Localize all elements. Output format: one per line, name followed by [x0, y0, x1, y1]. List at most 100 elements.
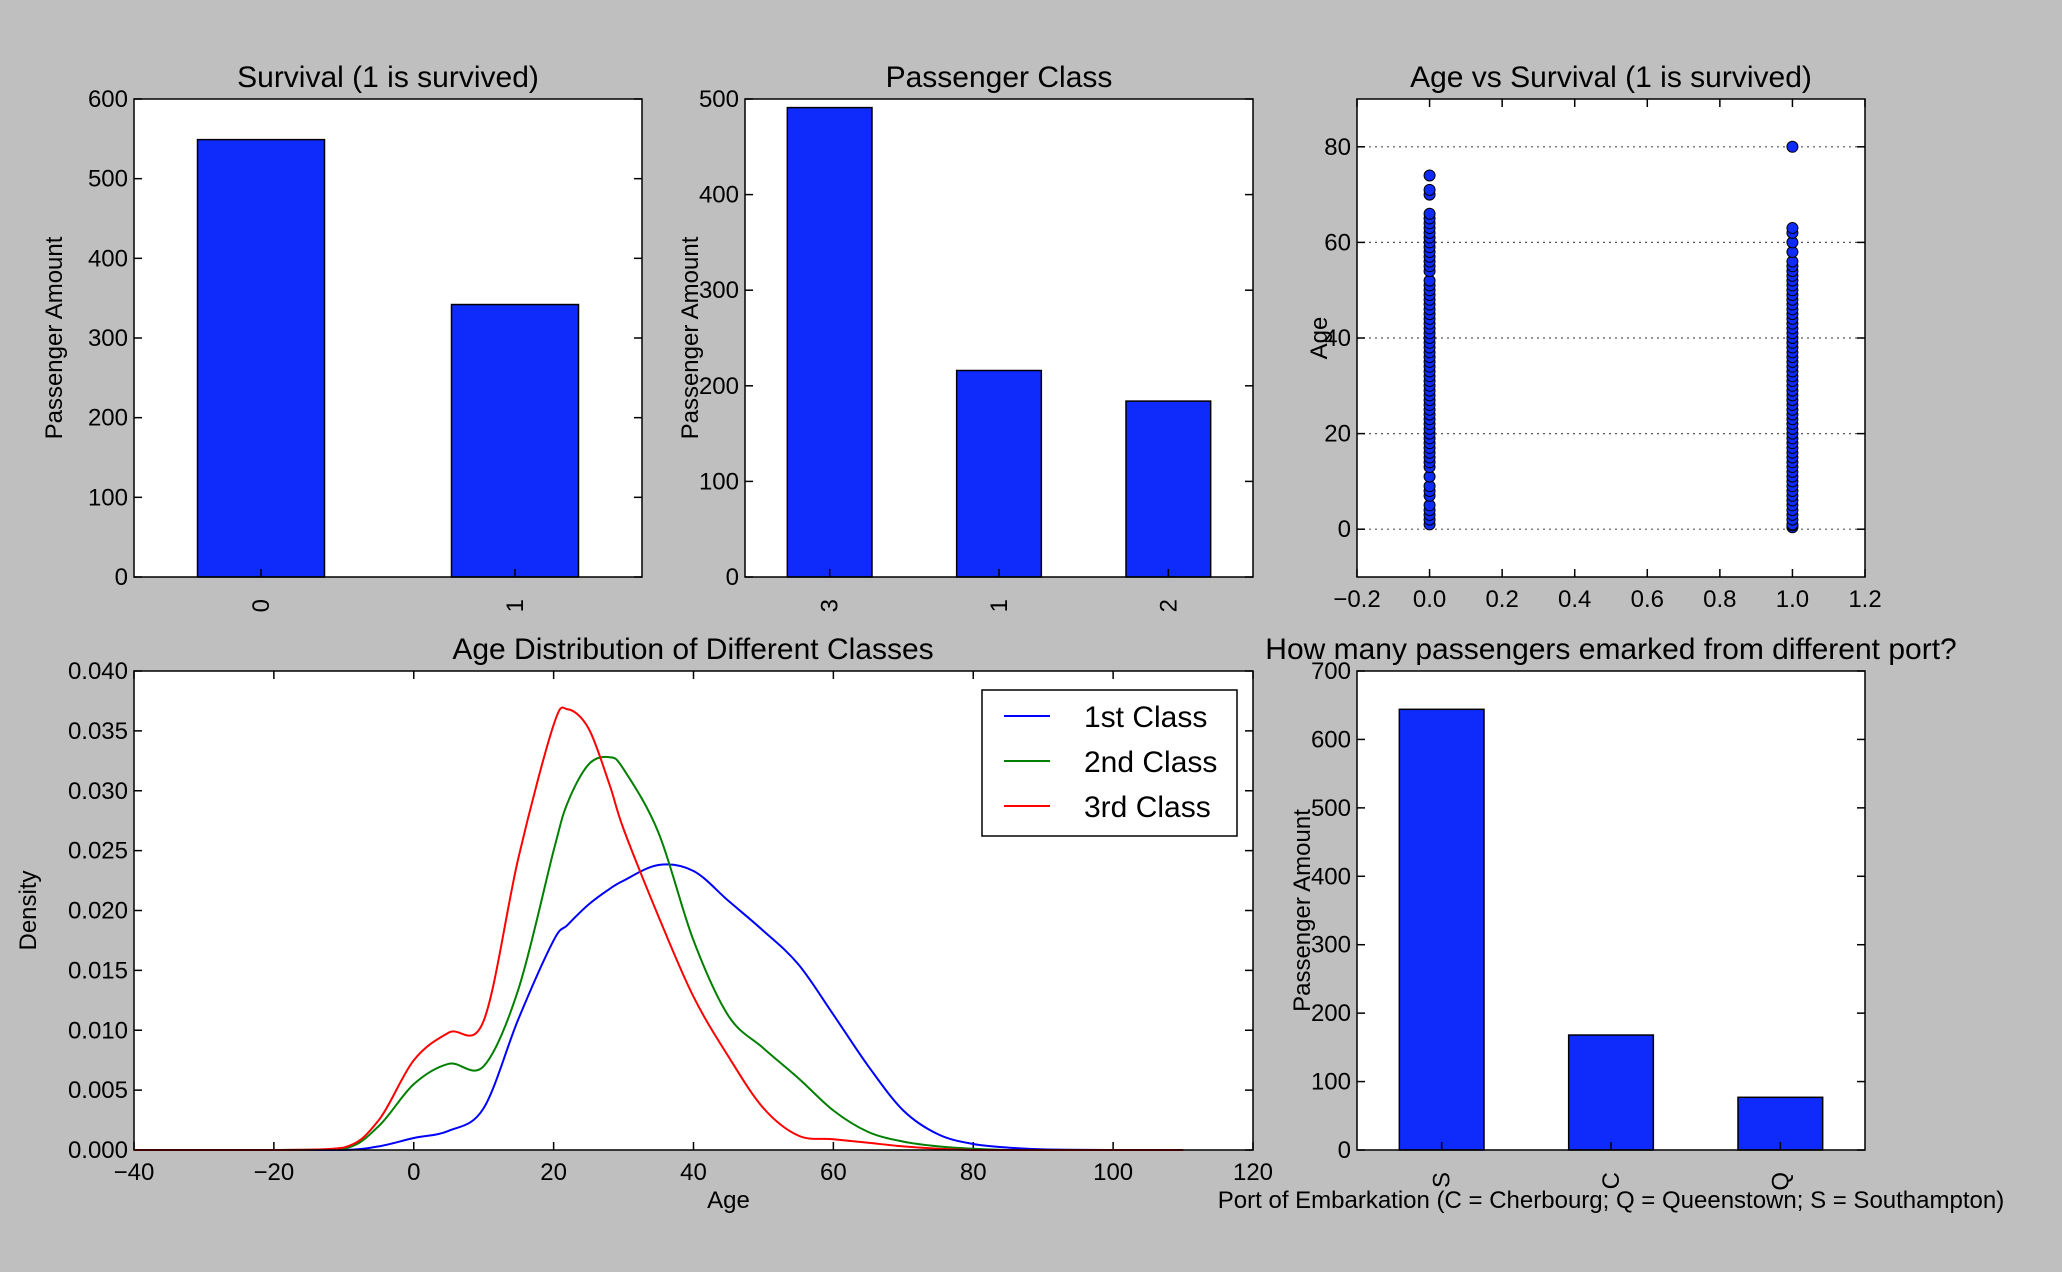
- y-tick-label: 0.000: [68, 1137, 128, 1164]
- x-tick-label: 1.0: [1776, 586, 1809, 613]
- x-tick-label: −0.2: [1333, 586, 1380, 613]
- chart-title: Age Distribution of Different Classes: [452, 633, 933, 666]
- x-tick-label: 100: [1093, 1159, 1133, 1186]
- y-tick-label: 0: [1338, 1137, 1351, 1164]
- x-tick-label: −20: [254, 1159, 295, 1186]
- y-tick-label: 0.030: [68, 778, 128, 805]
- y-tick-label: 0: [726, 564, 739, 591]
- data-point: [1786, 222, 1799, 235]
- chart-age-distribution: 0.000 0.005 0.010 0.015 0.020 0.025 0.030 0.035…: [15, 633, 1273, 1214]
- legend-box: [981, 689, 1238, 837]
- bar: [1125, 400, 1212, 578]
- data-point: [1423, 169, 1436, 182]
- legend-label: 3rd Class: [1084, 791, 1211, 824]
- legend-label: 2nd Class: [1084, 746, 1217, 779]
- series-line-2: [134, 755, 1184, 1152]
- chart-title: Age vs Survival (1 is survived): [1410, 61, 1812, 94]
- plot-border: [744, 98, 1254, 578]
- y-tick-label: 40: [1324, 325, 1351, 352]
- series-line-1: [134, 863, 1184, 1152]
- y-tick-label: 0.025: [68, 838, 128, 865]
- y-tick-label: 100: [1311, 1069, 1351, 1096]
- bar: [1737, 1096, 1824, 1151]
- bar: [1567, 1034, 1655, 1151]
- x-tick-label: S: [1429, 1172, 1456, 1188]
- x-axis-label: Age: [707, 1187, 750, 1214]
- x-tick-label: 0.4: [1558, 586, 1591, 613]
- y-tick-label: 200: [1311, 1000, 1351, 1027]
- chart-passenger-class: 3 1 2 0 100 200 300 400 500 Passenger Class Passen…: [677, 61, 1254, 612]
- x-tick-label: 1: [502, 599, 529, 612]
- y-tick-label: 500: [1311, 795, 1351, 822]
- y-tick-label: 100: [88, 484, 128, 511]
- y-axis-label: Passenger Amount: [41, 236, 68, 439]
- x-tick-label: C: [1598, 1172, 1625, 1189]
- chart-title: Survival (1 is survived): [237, 61, 539, 94]
- y-tick-label: 0.015: [68, 957, 128, 984]
- x-tick-label: 40: [680, 1159, 707, 1186]
- y-tick-label: 300: [699, 277, 739, 304]
- x-tick-label: 120: [1233, 1159, 1273, 1186]
- x-tick-label: Q: [1767, 1172, 1794, 1191]
- y-tick-label: 0: [115, 564, 128, 591]
- y-tick-label: 700: [1311, 658, 1351, 685]
- y-tick-label: 400: [699, 182, 739, 209]
- y-tick-label: 600: [88, 86, 128, 113]
- y-tick-label: 100: [699, 468, 739, 495]
- y-tick-label: 0.010: [68, 1017, 128, 1044]
- x-tick-label: 2: [1155, 599, 1182, 612]
- chart-title: How many passengers emarked from differe…: [1265, 633, 1956, 666]
- x-tick-label: 0.6: [1631, 586, 1664, 613]
- y-tick-label: 400: [88, 245, 128, 272]
- legend: 1st Class 2nd Class 3rd Class: [981, 689, 1238, 837]
- y-tick-label: 0.040: [68, 658, 128, 685]
- x-tick-label: 80: [960, 1159, 987, 1186]
- x-tick-label: 0.2: [1485, 586, 1518, 613]
- y-axis-label: Passenger Amount: [1289, 809, 1316, 1012]
- y-tick-label: 600: [1311, 726, 1351, 753]
- y-tick-label: 0.005: [68, 1077, 128, 1104]
- chart-title: Passenger Class: [886, 61, 1113, 94]
- x-tick-label: 1: [986, 599, 1013, 612]
- plot-border: [1356, 98, 1866, 578]
- bar: [955, 369, 1043, 578]
- bar: [196, 138, 326, 578]
- data-point: [1423, 183, 1436, 196]
- x-tick-label: 60: [820, 1159, 847, 1186]
- x-tick-label: −40: [114, 1159, 155, 1186]
- y-axis-label: Age: [1306, 317, 1333, 360]
- x-tick-label: 20: [540, 1159, 567, 1186]
- bar: [1398, 708, 1485, 1151]
- x-axis-label: Port of Embarkation (C = Cherbourg; Q = …: [1218, 1187, 2004, 1214]
- bar: [450, 303, 580, 578]
- chart-survival: 0 1 0 100 200 300 400 500 600 Survival (1 is surv…: [41, 61, 643, 612]
- plot-border: [133, 98, 643, 578]
- data-point: [1786, 140, 1799, 153]
- y-tick-label: 400: [1311, 863, 1351, 890]
- x-tick-label: 3: [817, 599, 844, 612]
- data-point: [1423, 207, 1436, 220]
- y-tick-label: 80: [1324, 134, 1351, 161]
- x-tick-label: 0: [407, 1159, 420, 1186]
- y-tick-label: 0: [1338, 516, 1351, 543]
- legend-label: 1st Class: [1084, 701, 1207, 734]
- y-tick-label: 500: [88, 166, 128, 193]
- chart-age-vs-survival: 0 20 40 60 80 −0.2 0.0 0.2 0.4 0.6 0.8 1.0 1.2 Age vs…: [1306, 61, 1882, 613]
- y-tick-label: 20: [1324, 421, 1351, 448]
- bar: [786, 106, 873, 578]
- x-tick-label: 1.2: [1848, 586, 1881, 613]
- y-axis-label: Passenger Amount: [677, 236, 704, 439]
- y-tick-label: 500: [699, 86, 739, 113]
- plot-border: [133, 670, 1254, 1151]
- y-tick-label: 200: [88, 405, 128, 432]
- y-axis-label: Density: [15, 870, 42, 950]
- y-tick-label: 200: [699, 373, 739, 400]
- x-tick-label: 0.8: [1703, 586, 1736, 613]
- y-tick-label: 300: [88, 325, 128, 352]
- y-tick-label: 0.020: [68, 898, 128, 925]
- x-tick-label: 0: [248, 599, 275, 612]
- y-tick-label: 60: [1324, 229, 1351, 256]
- x-tick-label: 0.0: [1413, 586, 1446, 613]
